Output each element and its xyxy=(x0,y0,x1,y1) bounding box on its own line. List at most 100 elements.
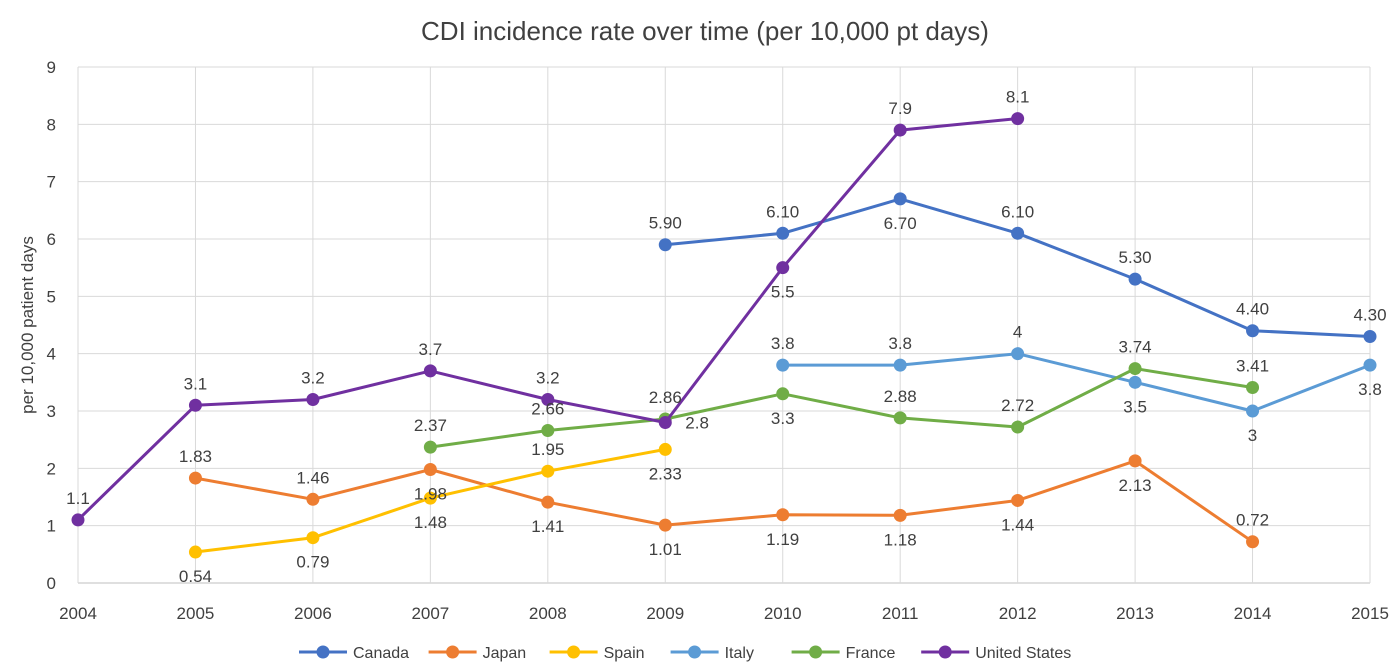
data-label-canada: 4.40 xyxy=(1236,300,1269,319)
data-label-japan: 1.18 xyxy=(884,530,917,549)
data-label-spain: 1.48 xyxy=(414,513,447,532)
x-tick-label: 2013 xyxy=(1116,604,1154,623)
series-line-france xyxy=(430,367,1253,449)
data-point-united-states xyxy=(71,513,85,527)
gridlines xyxy=(77,66,1371,584)
y-axis-label: per 10,000 patient days xyxy=(18,236,37,414)
data-point-united-states xyxy=(776,261,790,275)
data-point-united-states xyxy=(188,398,202,412)
data-point-canada xyxy=(1011,226,1025,240)
data-point-united-states xyxy=(1011,112,1025,126)
data-point-italy xyxy=(1011,347,1025,361)
data-label-france: 2.72 xyxy=(1001,396,1034,415)
data-label-japan: 1.01 xyxy=(649,540,682,559)
legend: Canada Japan Spain Italy France United States xyxy=(299,645,1071,662)
data-point-japan xyxy=(893,508,907,522)
data-point-france xyxy=(776,387,790,401)
data-point-spain xyxy=(423,491,437,505)
data-label-japan: 1.44 xyxy=(1001,515,1034,534)
data-point-canada xyxy=(893,192,907,206)
legend-label-canada: Canada xyxy=(353,645,409,662)
data-point-italy xyxy=(1363,358,1377,372)
data-point-japan xyxy=(541,495,555,509)
data-point-japan xyxy=(776,508,790,522)
x-tick-label: 2005 xyxy=(177,604,215,623)
data-point-spain xyxy=(188,545,202,559)
legend-marker-japan xyxy=(446,645,460,659)
data-point-italy xyxy=(1246,404,1260,418)
data-label-france: 2.86 xyxy=(649,388,682,407)
data-point-united-states xyxy=(306,393,320,407)
data-point-france xyxy=(893,411,907,425)
data-point-japan xyxy=(1011,493,1025,507)
x-tick-label: 2015 xyxy=(1351,604,1389,623)
data-label-spain: 0.79 xyxy=(296,553,329,572)
data-point-canada xyxy=(776,226,790,240)
data-point-canada xyxy=(1246,324,1260,338)
data-label-france: 3.3 xyxy=(771,409,795,428)
data-point-canada xyxy=(1128,272,1142,286)
y-tick-label: 3 xyxy=(47,402,56,421)
data-label-france: 2.37 xyxy=(414,416,447,435)
data-label-japan: 2.13 xyxy=(1119,476,1152,495)
y-tick-label: 2 xyxy=(47,459,56,478)
x-axis-ticks: 2004 2005 2006 2007 2008 2009 2010 2011 2012 2013… xyxy=(59,604,1389,623)
data-point-canada xyxy=(1363,329,1377,343)
data-point-japan xyxy=(423,462,437,476)
data-label-italy: 3.8 xyxy=(888,334,912,353)
y-tick-label: 7 xyxy=(47,173,56,192)
data-label-japan: 1.98 xyxy=(414,484,447,503)
data-label-france: 2.88 xyxy=(884,387,917,406)
data-label-canada: 5.90 xyxy=(649,214,682,233)
data-point-italy xyxy=(776,358,790,372)
y-tick-label: 4 xyxy=(47,345,56,364)
data-label-france: 2.66 xyxy=(531,399,564,418)
legend-label-france: France xyxy=(846,645,896,662)
data-label-italy: 3 xyxy=(1248,426,1257,445)
data-label-japan: 1.19 xyxy=(766,530,799,549)
data-label-united-states: 3.7 xyxy=(419,340,443,359)
y-tick-label: 6 xyxy=(47,230,56,249)
data-point-france xyxy=(423,440,437,454)
legend-marker-france xyxy=(809,645,823,659)
data-point-united-states xyxy=(541,393,555,407)
data-label-united-states: 3.1 xyxy=(184,374,208,393)
legend-label-spain: Spain xyxy=(604,645,645,662)
data-label-france: 3.74 xyxy=(1119,338,1152,357)
x-tick-label: 2006 xyxy=(294,604,332,623)
data-label-italy: 3.5 xyxy=(1123,397,1147,416)
legend-label-united-states: United States xyxy=(975,645,1071,662)
legend-label-italy: Italy xyxy=(725,645,754,662)
data-label-italy: 4 xyxy=(1013,323,1022,342)
data-point-united-states xyxy=(423,364,437,378)
data-label-canada: 5.30 xyxy=(1119,248,1152,267)
data-label-united-states: 2.8 xyxy=(685,413,709,432)
data-point-france xyxy=(1128,362,1142,376)
data-label-italy: 3.8 xyxy=(1358,380,1382,399)
x-tick-label: 2010 xyxy=(764,604,802,623)
legend-marker-spain xyxy=(567,645,581,659)
data-label-canada: 6.10 xyxy=(766,202,799,221)
x-tick-label: 2009 xyxy=(646,604,684,623)
data-label-canada: 6.10 xyxy=(1001,202,1034,221)
y-tick-label: 5 xyxy=(47,287,56,306)
data-point-france xyxy=(1011,420,1025,434)
legend-marker-canada xyxy=(316,645,330,659)
data-point-france xyxy=(541,423,555,437)
data-point-japan xyxy=(1128,454,1142,468)
data-label-france: 3.41 xyxy=(1236,356,1269,375)
data-label-spain: 1.95 xyxy=(531,440,564,459)
data-label-japan: 0.72 xyxy=(1236,511,1269,530)
chart-title: CDI incidence rate over time (per 10,000… xyxy=(421,16,989,46)
x-tick-label: 2012 xyxy=(999,604,1037,623)
series-layer xyxy=(71,112,1377,559)
data-label-japan: 1.83 xyxy=(179,447,212,466)
data-point-united-states xyxy=(893,123,907,137)
data-point-italy xyxy=(1128,375,1142,389)
data-label-japan: 1.41 xyxy=(531,517,564,536)
y-tick-label: 9 xyxy=(47,58,56,77)
data-labels: 5.90 6.10 6.70 6.10 5.30 4.40 4.30 1.83 1.46 1.98… xyxy=(66,88,1386,586)
data-point-france xyxy=(1246,380,1260,394)
data-label-canada: 6.70 xyxy=(884,214,917,233)
